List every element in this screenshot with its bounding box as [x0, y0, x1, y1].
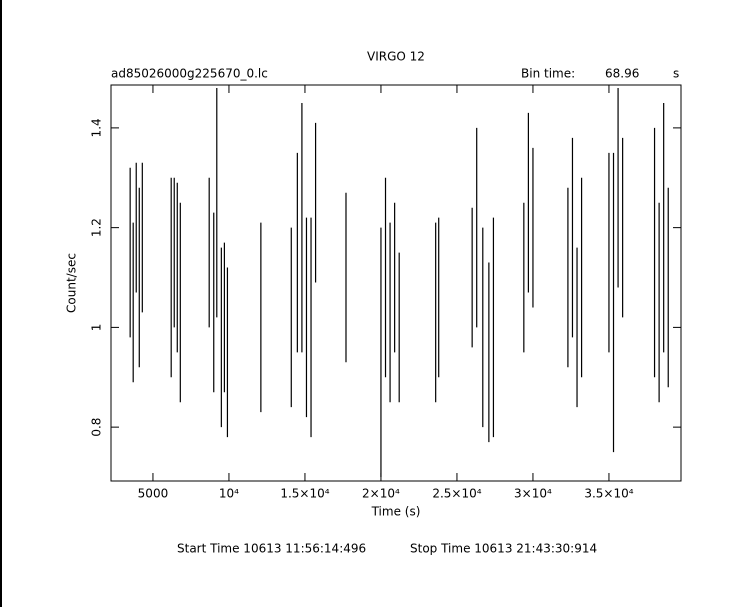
bin-time-label: Bin time:: [521, 67, 575, 81]
y-axis-label: Count/sec: [65, 253, 79, 313]
y-tick-label: 1: [90, 324, 104, 332]
x-tick-label: 5000: [138, 487, 169, 501]
marks: [129, 87, 669, 478]
y-tick-label: 0.8: [90, 418, 104, 437]
stop-time: Stop Time 10613 21:43:30:914: [410, 542, 597, 556]
y-tick-label: 1.2: [90, 218, 104, 237]
x-tick-label: 1.5×10⁴: [280, 487, 329, 501]
x-tick-label: 3.5×10⁴: [584, 487, 633, 501]
y-tick-label: 1.4: [90, 118, 104, 137]
x-tick-label: 3×10⁴: [514, 487, 552, 501]
x-tick-label: 2×10⁴: [362, 487, 400, 501]
x-axis-label: Time (s): [371, 505, 421, 519]
x-tick-label: 10⁴: [219, 487, 239, 501]
file-label: ad85026000g225670_0.lc: [111, 67, 268, 81]
bin-time-value: 68.96: [605, 67, 639, 81]
x-tick-label: 2.5×10⁴: [432, 487, 481, 501]
chart-title: VIRGO 12: [367, 50, 425, 64]
start-time: Start Time 10613 11:56:14:496: [177, 542, 366, 556]
bin-time-unit: s: [673, 67, 679, 81]
plot-frame: [110, 84, 682, 482]
